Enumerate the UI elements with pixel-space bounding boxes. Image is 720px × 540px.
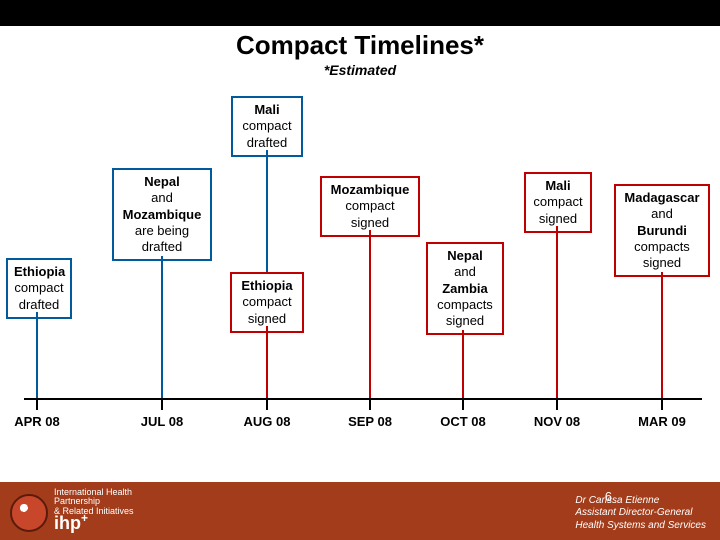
logo-brand: ihp+	[54, 511, 88, 534]
slide-title: Compact Timelines*	[0, 30, 720, 61]
event-box-line: and	[120, 190, 204, 206]
connector	[266, 326, 268, 398]
credit-line: Assistant Director-General	[575, 507, 692, 518]
event-box-line: Mali	[532, 178, 584, 194]
event-box-line: and	[434, 264, 496, 280]
credit-line: Dr Carissa Etienne	[575, 495, 659, 506]
event-box-line: signed	[328, 215, 412, 231]
connector	[369, 230, 371, 398]
timeline-axis	[24, 398, 702, 400]
event-box-line: Burundi	[622, 223, 702, 239]
axis-label: APR 08	[14, 414, 60, 429]
connector	[556, 226, 558, 398]
event-box-line: drafted	[239, 135, 295, 151]
event-box-line: compacts	[622, 239, 702, 255]
event-box-nepal-zambia-signed: NepalandZambiacompactssigned	[426, 242, 504, 335]
axis-tick	[161, 398, 163, 410]
event-box-line: Ethiopia	[14, 264, 64, 280]
event-box-nepal-moz-drafted: NepalandMozambiqueare beingdrafted	[112, 168, 212, 261]
event-box-line: Mozambique	[328, 182, 412, 198]
event-box-mali-drafted: Malicompactdrafted	[231, 96, 303, 157]
credit-block: Dr Carissa Etienne Assistant Director-Ge…	[575, 495, 706, 533]
axis-tick	[661, 398, 663, 410]
slide: Compact Timelines* *Estimated APR 08 JUL …	[0, 0, 720, 540]
axis-tick	[462, 398, 464, 410]
axis-label: OCT 08	[440, 414, 486, 429]
ihp-logo: International Health Partnership & Relat…	[10, 488, 180, 536]
logo-line1: International Health Partnership	[54, 487, 132, 506]
axis-tick	[36, 398, 38, 410]
event-box-line: Madagascar	[622, 190, 702, 206]
event-box-mozambique-signed: Mozambiquecompactsigned	[320, 176, 420, 237]
event-box-line: and	[622, 206, 702, 222]
event-box-line: drafted	[14, 297, 64, 313]
event-box-line: compact	[328, 198, 412, 214]
event-box-line: are being	[120, 223, 204, 239]
event-box-line: signed	[622, 255, 702, 271]
event-box-line: compacts	[434, 297, 496, 313]
event-box-line: compact	[532, 194, 584, 210]
event-box-mali-signed: Malicompactsigned	[524, 172, 592, 233]
event-box-line: signed	[238, 311, 296, 327]
slide-subtitle: *Estimated	[0, 62, 720, 78]
event-box-line: compact	[14, 280, 64, 296]
footer-bar: International Health Partnership & Relat…	[0, 482, 720, 540]
globe-icon	[10, 494, 48, 532]
axis-label: AUG 08	[244, 414, 291, 429]
axis-label: JUL 08	[141, 414, 183, 429]
connector	[462, 330, 464, 398]
connector	[161, 256, 163, 398]
event-box-line: Mozambique	[120, 207, 204, 223]
axis-label: NOV 08	[534, 414, 580, 429]
event-box-ethiopia-drafted: Ethiopiacompactdrafted	[6, 258, 72, 319]
axis-tick	[556, 398, 558, 410]
connector	[36, 312, 38, 398]
axis-tick	[266, 398, 268, 410]
event-box-line: Nepal	[120, 174, 204, 190]
event-box-line: compact	[239, 118, 295, 134]
event-box-ethiopia-signed: Ethiopiacompactsigned	[230, 272, 304, 333]
event-box-line: Mali	[239, 102, 295, 118]
event-box-line: drafted	[120, 239, 204, 255]
top-bar	[0, 0, 720, 26]
credit-line: Health Systems and Services	[575, 520, 706, 531]
event-box-line: Zambia	[434, 281, 496, 297]
axis-label: MAR 09	[638, 414, 686, 429]
event-box-line: Ethiopia	[238, 278, 296, 294]
axis-tick	[369, 398, 371, 410]
event-box-line: compact	[238, 294, 296, 310]
event-box-line: Nepal	[434, 248, 496, 264]
axis-label: SEP 08	[348, 414, 392, 429]
connector	[661, 272, 663, 398]
event-box-line: signed	[434, 313, 496, 329]
event-box-madagascar-burundi-signed: MadagascarandBurundicompactssigned	[614, 184, 710, 277]
event-box-line: signed	[532, 211, 584, 227]
